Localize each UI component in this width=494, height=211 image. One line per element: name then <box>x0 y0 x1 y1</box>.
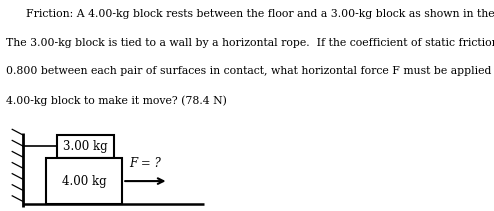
Bar <box>46 158 123 204</box>
Text: 4.00-kg block to make it move? (78.4 N): 4.00-kg block to make it move? (78.4 N) <box>6 95 227 106</box>
Text: 4.00 kg: 4.00 kg <box>62 174 107 188</box>
Text: The 3.00-kg block is tied to a wall by a horizontal rope.  If the coefficient of: The 3.00-kg block is tied to a wall by a… <box>6 38 494 48</box>
Text: 0.800 between each pair of surfaces in contact, what horizontal force F must be : 0.800 between each pair of surfaces in c… <box>6 66 494 76</box>
Text: F = ?: F = ? <box>129 157 161 170</box>
Bar <box>57 135 114 158</box>
Text: Friction: A 4.00-kg block rests between the floor and a 3.00-kg block as shown i: Friction: A 4.00-kg block rests between … <box>26 9 494 19</box>
Text: 3.00 kg: 3.00 kg <box>63 140 108 153</box>
